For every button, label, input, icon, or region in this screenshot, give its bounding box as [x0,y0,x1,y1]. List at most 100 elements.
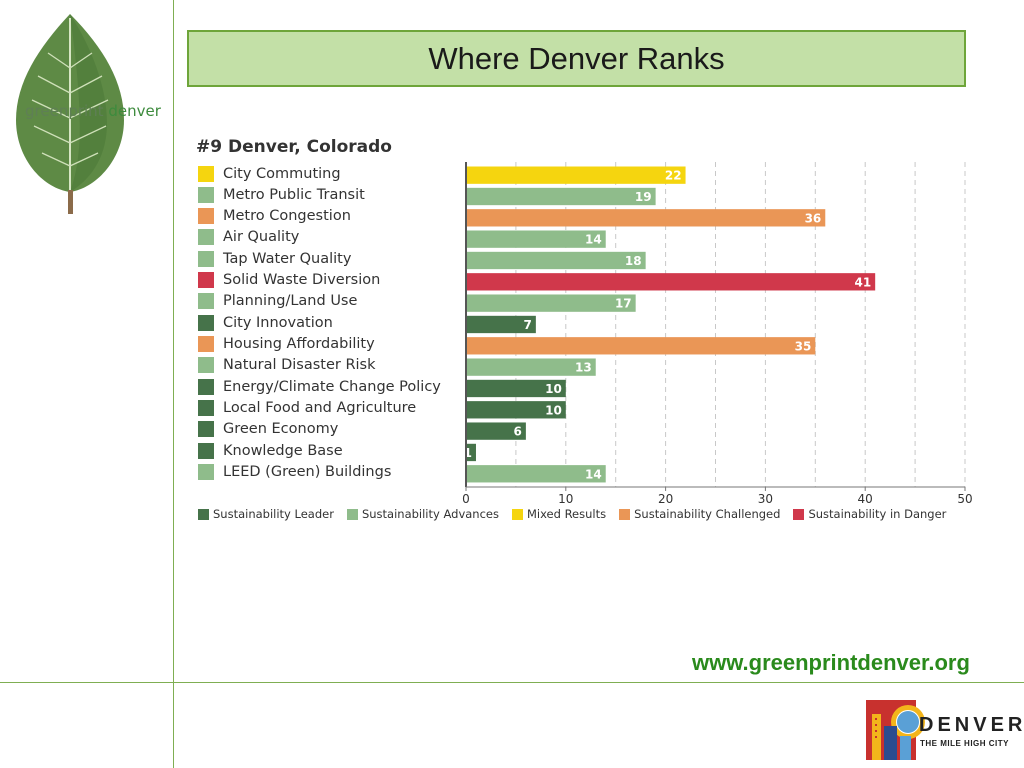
category-swatch [198,229,214,246]
denver-city-logo [866,700,925,760]
legend-label: Sustainability Advances [361,507,499,521]
legend-label: Mixed Results [526,507,607,521]
category-label: Local Food and Agriculture [223,400,417,417]
logo-text: greenprint denver [25,102,161,120]
value-label: 14 [585,467,602,481]
category-swatch [198,378,214,395]
category-swatch [198,272,214,289]
bar-14 [466,443,476,462]
category-swatch [198,357,214,374]
x-tick-label: 0 [462,492,470,503]
category-label: Natural Disaster Risk [223,357,376,374]
category-swatch [198,336,214,353]
value-label: 14 [585,233,602,247]
category-row: Metro Public Transit [198,184,365,205]
category-label: Housing Affordability [223,336,375,353]
category-row: Natural Disaster Risk [198,355,376,376]
category-label: Metro Congestion [223,208,351,225]
category-row: Solid Waste Diversion [198,270,380,291]
category-row: City Innovation [198,312,333,333]
category-row: Planning/Land Use [198,291,357,312]
category-label: City Commuting [223,165,341,182]
category-row: Local Food and Agriculture [198,398,416,419]
legend-swatch [346,508,358,520]
category-swatch [198,165,214,182]
slide-title: Where Denver Ranks [428,40,725,76]
x-tick-label: 40 [858,492,873,503]
bar-1 [466,166,686,184]
category-swatch [198,421,214,438]
value-label: 17 [615,297,632,311]
legend-swatch [793,508,805,520]
category-row: Green Economy [198,419,338,440]
category-row: LEED (Green) Buildings [198,462,391,483]
bar-2 [466,187,656,206]
category-label: Planning/Land Use [223,293,358,310]
legend-item: Sustainability Advances [346,507,499,521]
website-url[interactable]: www.greenprintdenver.org [692,650,970,675]
category-label: LEED (Green) Buildings [223,464,392,481]
category-swatch [198,464,214,481]
chart-legend: Sustainability Leader Sustainability Adva… [198,507,959,521]
value-label: 36 [805,211,822,225]
denver-wordmark: DENVER [919,714,1024,736]
greenprint-leaf-logo [16,14,124,214]
legend-swatch [198,508,209,520]
category-row: Metro Congestion [198,206,351,227]
bar-13 [466,422,526,440]
legend-swatch [619,508,631,520]
bar-5 [466,251,646,270]
bar-15 [466,465,606,483]
category-row: Tap Water Quality [198,248,351,269]
category-row: City Commuting [198,163,341,184]
category-label: Knowledge Base [223,442,343,459]
category-row: Housing Affordability [198,334,375,355]
bar-8 [466,315,536,334]
x-tick-label: 10 [558,492,573,503]
legend-item: Sustainability in Danger [793,507,946,521]
category-label: Green Economy [223,421,339,438]
bar-7 [466,294,636,312]
category-label: Solid Waste Diversion [223,272,381,289]
category-swatch [198,208,214,225]
legend-label: Sustainability Challenged [634,507,781,521]
bar-12 [466,401,566,419]
horizontal-divider [0,682,1024,683]
bar-9 [466,337,816,355]
value-label: 22 [665,169,682,183]
category-label: Metro Public Transit [223,186,365,203]
legend-swatch [511,508,523,520]
value-label: 13 [575,361,592,375]
value-label: 1 [464,446,472,460]
x-tick-label: 50 [957,492,972,503]
value-label: 7 [524,318,532,332]
category-row: Air Quality [198,227,299,248]
bar-chart: 22 19 36 14 18 41 17 7 35 13 10 10 6 1 14 0 10 20 30 40 50 [462,162,973,503]
category-swatch [198,314,214,331]
legend-item: Sustainability Challenged [619,507,780,521]
bar-10 [466,358,596,376]
value-label: 10 [545,403,562,417]
legend-label: Sustainability in Danger [808,507,947,521]
value-label: 6 [514,425,522,439]
category-row: Energy/Climate Change Policy [198,376,441,397]
value-label: 18 [625,254,642,268]
category-swatch [198,400,214,417]
denver-tagline: THE MILE HIGH CITY [920,739,1009,748]
value-label: 19 [635,190,652,204]
bar-4 [466,230,606,248]
legend-item: Mixed Results [511,507,607,521]
slide-title-box: Where Denver Ranks [187,30,966,87]
category-label: City Innovation [223,314,333,331]
legend-label: Sustainability Leader [213,507,334,521]
x-tick-label: 20 [658,492,673,503]
bar-11 [466,379,566,398]
category-swatch [198,186,214,203]
bar-6 [466,273,876,291]
bar-3 [466,209,826,227]
category-swatch [198,293,214,310]
x-tick-label: 30 [758,492,773,503]
value-label: 35 [795,339,812,353]
value-label: 10 [545,382,562,396]
chart-title: #9 Denver, Colorado [196,137,392,157]
